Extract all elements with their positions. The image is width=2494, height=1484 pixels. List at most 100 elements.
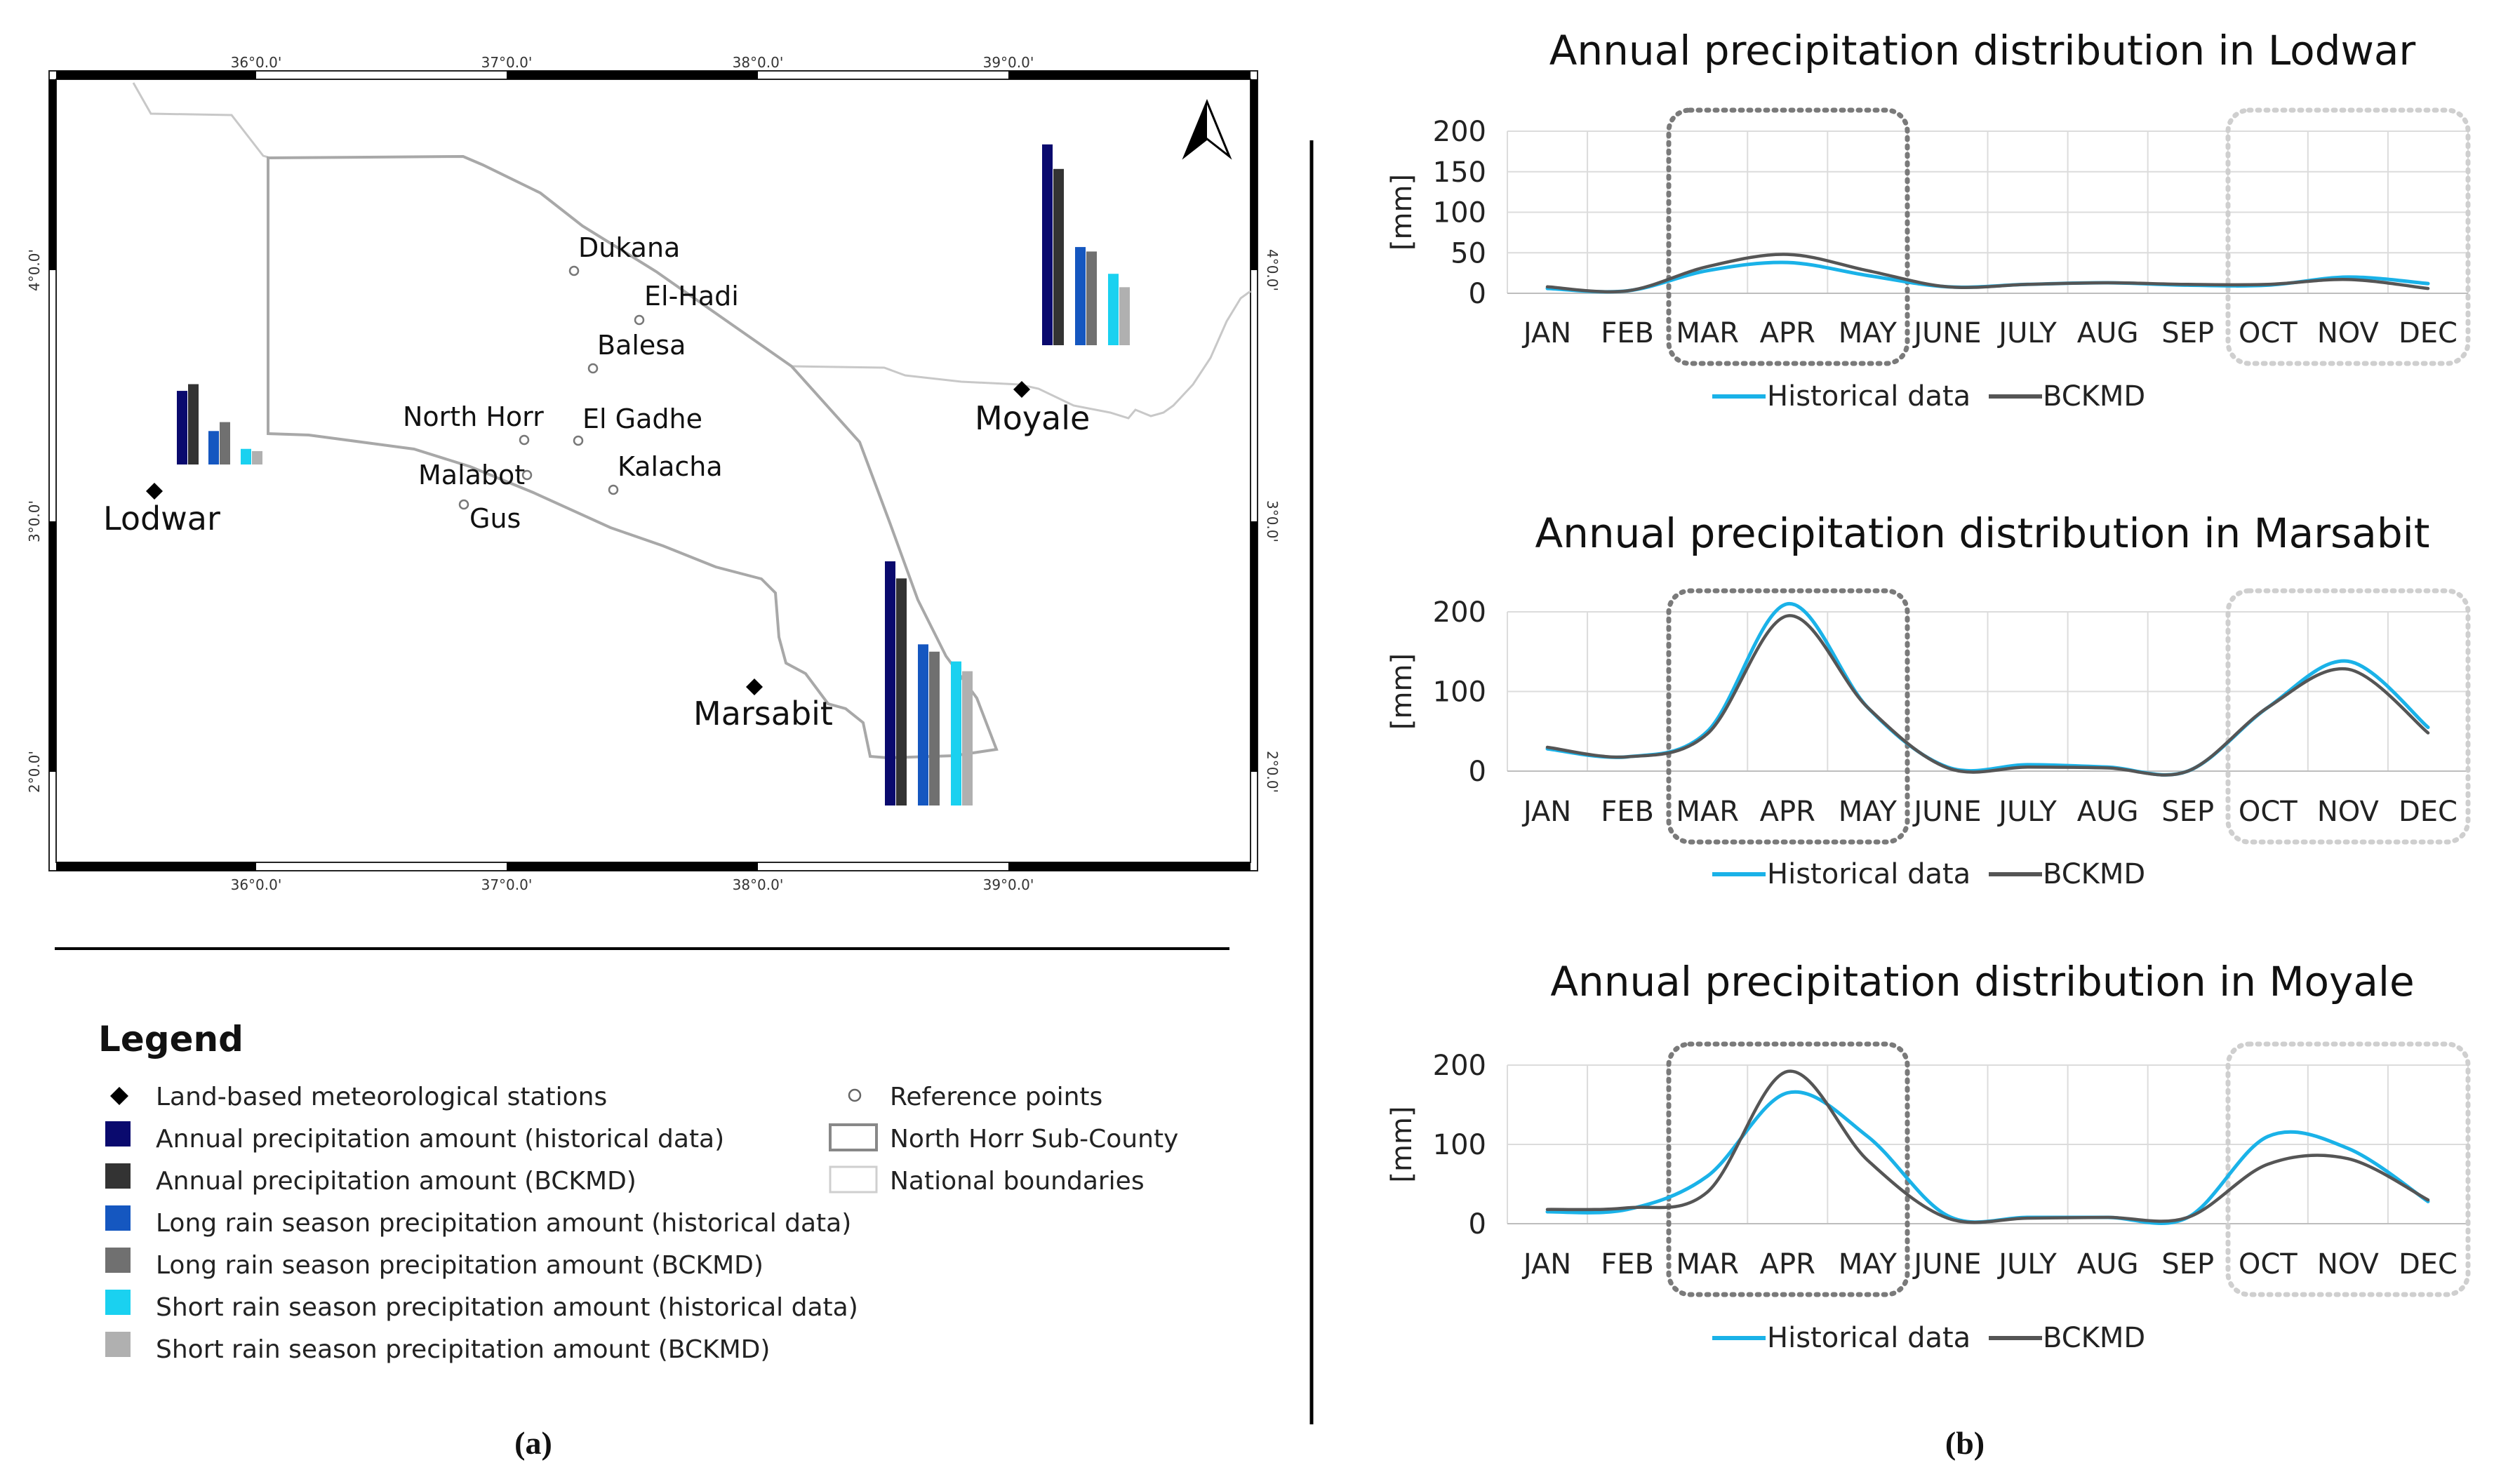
- legend-national-swatch: [829, 1165, 878, 1194]
- station-bars-marsabit: [885, 561, 973, 805]
- x-tick-label: SEP: [2161, 317, 2214, 349]
- legend-label-long-bckmd: Long rain season precipitation amount (B…: [156, 1251, 763, 1280]
- bottom-tick-1: 36°0.0': [231, 876, 282, 893]
- map-panel: 36°0.0' 37°0.0' 38°0.0' 39°0.0' 36°0.0' …: [26, 54, 1281, 893]
- station-bar-long-hist: [208, 431, 219, 464]
- legend-title: Legend: [98, 1019, 244, 1059]
- reference-point-icon: [573, 435, 584, 446]
- station-bar-short-bckmd: [252, 450, 262, 464]
- x-tick-label: AUG: [2077, 1248, 2139, 1281]
- reference-point-icon: [608, 484, 619, 495]
- ref-label-north-horr: North Horr: [403, 401, 544, 432]
- x-tick-label: OCT: [2239, 317, 2298, 349]
- panel-label-b: (b): [1945, 1425, 1985, 1461]
- x-tick-label: JULY: [1996, 317, 2057, 349]
- station-bar-long-bckmd: [1086, 251, 1097, 345]
- legend-label-bckmd: BCKMD: [2043, 1322, 2145, 1354]
- x-tick-label: OCT: [2239, 796, 2298, 828]
- reference-point-icon: [568, 265, 580, 276]
- station-label-lodwar: Lodwar: [103, 500, 220, 537]
- y-tick-label: 50: [1451, 237, 1486, 269]
- x-tick-label: JUNE: [1912, 796, 1981, 828]
- y-tick-label: 100: [1433, 197, 1486, 229]
- station-label-moyale: Moyale: [975, 399, 1090, 437]
- ref-label-malabot: Malabot: [418, 460, 525, 490]
- legend-label-annual-hist: Annual precipitation amount (historical …: [156, 1125, 724, 1154]
- short-rain-season-box: [2225, 588, 2471, 845]
- chart-lodwar: Annual precipitation distribution in Lod…: [1386, 27, 2471, 413]
- chart-title: Annual precipitation distribution in Mar…: [1535, 509, 2429, 557]
- legend-label-long-hist: Long rain season precipitation amount (h…: [156, 1209, 851, 1238]
- series-line-bckmd: [1545, 253, 2430, 294]
- x-tick-label: AUG: [2077, 796, 2139, 828]
- station-bar-annual-hist: [885, 561, 895, 805]
- y-tick-label: 0: [1469, 1208, 1486, 1241]
- ref-label-balesa: Balesa: [597, 330, 686, 361]
- station-bar-annual-bckmd: [896, 578, 907, 805]
- y-axis-label: [mm]: [1386, 1106, 1418, 1182]
- legend-label-stations: Land-based meteorological stations: [156, 1083, 607, 1111]
- x-tick-label: NOV: [2317, 796, 2380, 828]
- legend-swatch-short-bckmd: [105, 1332, 131, 1357]
- chart-moyale: Annual precipitation distribution in Moy…: [1386, 958, 2471, 1354]
- station-label-marsabit: Marsabit: [693, 695, 833, 733]
- y-axis-label: [mm]: [1386, 174, 1418, 250]
- national-boundaries: [132, 82, 1251, 420]
- station-bar-annual-bckmd: [1053, 168, 1064, 345]
- bottom-tick-2: 37°0.0': [481, 876, 533, 893]
- x-tick-label: JAN: [1521, 796, 1571, 828]
- north-arrow-icon: [1182, 99, 1232, 160]
- y-tick-label: 100: [1433, 1129, 1486, 1161]
- x-tick-label: APR: [1760, 317, 1815, 349]
- x-tick-label: JUNE: [1912, 317, 1981, 349]
- x-tick-label: DEC: [2399, 1248, 2458, 1281]
- x-tick-label: JAN: [1521, 1248, 1571, 1281]
- station-bar-long-bckmd: [929, 651, 940, 805]
- station-bar-short-bckmd: [962, 671, 973, 805]
- station-bar-short-hist: [951, 661, 961, 805]
- chart-title: Annual precipitation distribution in Moy…: [1550, 958, 2414, 1005]
- station-bar-long-hist: [1075, 247, 1086, 345]
- y-tick-label: 0: [1469, 278, 1486, 310]
- station-bar-annual-bckmd: [188, 384, 199, 464]
- x-tick-label: MAY: [1839, 317, 1898, 349]
- long-rain-season-box: [1666, 107, 1910, 366]
- x-tick-label: DEC: [2399, 796, 2458, 828]
- x-tick-label: JAN: [1521, 317, 1571, 349]
- right-tick-2: 3°0.0': [1264, 500, 1281, 542]
- x-tick-label: FEB: [1601, 1248, 1654, 1281]
- y-tick-label: 200: [1433, 596, 1486, 629]
- x-tick-label: APR: [1760, 1248, 1815, 1281]
- legend-swatch-long-bckmd: [105, 1248, 131, 1273]
- legend-label-historical: Historical data: [1767, 1322, 1970, 1354]
- legend-label-bckmd: BCKMD: [2043, 858, 2145, 890]
- x-tick-label: SEP: [2161, 796, 2214, 828]
- reference-point-icon: [458, 499, 469, 510]
- x-tick-label: DEC: [2399, 317, 2458, 349]
- x-tick-label: AUG: [2077, 317, 2139, 349]
- right-tick-1: 4°0.0': [1264, 249, 1281, 291]
- station-icon-marsabit: [746, 679, 763, 695]
- station-bar-annual-hist: [177, 391, 187, 464]
- station-bar-long-bckmd: [220, 422, 230, 464]
- y-tick-label: 150: [1433, 156, 1486, 189]
- legend-label-annual-bckmd: Annual precipitation amount (BCKMD): [156, 1167, 636, 1196]
- legend-label-historical: Historical data: [1767, 858, 1970, 890]
- panel-label-a: (a): [514, 1425, 552, 1461]
- reference-point-icon: [521, 469, 533, 481]
- legend-reference-icon: [848, 1088, 862, 1102]
- top-tick-1: 36°0.0': [231, 54, 282, 71]
- legend-diamond-icon: [110, 1087, 128, 1105]
- reference-point-icon: [634, 314, 645, 326]
- left-tick-1: 4°0.0': [26, 249, 43, 291]
- series-line-bckmd: [1545, 1069, 2430, 1224]
- short-rain-season-box: [2225, 1041, 2471, 1297]
- right-tick-3: 2°0.0': [1264, 751, 1281, 793]
- legend-swatch-long-hist: [105, 1205, 131, 1231]
- legend-swatch-annual-bckmd: [105, 1163, 131, 1189]
- legend-label-short-bckmd: Short rain season precipitation amount (…: [156, 1335, 770, 1364]
- legend: Legend Land-based meteorological station…: [98, 1019, 1178, 1364]
- x-tick-label: MAR: [1676, 796, 1739, 828]
- station-icon-moyale: [1013, 381, 1030, 398]
